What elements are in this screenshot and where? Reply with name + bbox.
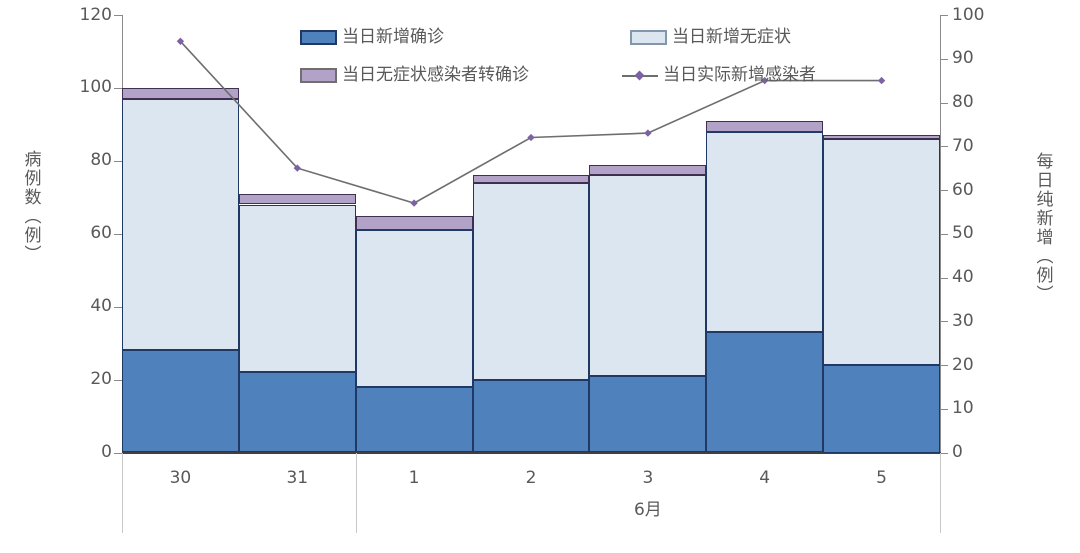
left-tick-60	[114, 233, 122, 235]
left-tick-label-40: 40	[90, 296, 112, 317]
right-tick-label-80: 80	[952, 92, 974, 112]
right-tick-label-50: 50	[952, 223, 974, 244]
legend-item-actual-line: 当日实际新增感染者	[622, 67, 816, 84]
right-tick-label-100: 100	[952, 4, 985, 25]
left-tick-0	[114, 452, 122, 454]
right-tick-70	[940, 146, 948, 148]
bar-segment-s1-3	[589, 175, 707, 376]
left-tick-label-120: 120	[79, 4, 112, 25]
bar-segment-s0-30	[122, 350, 239, 453]
legend-item-asymptomatic: 当日新增无症状	[630, 29, 791, 46]
left-tick-label-60: 60	[90, 223, 112, 244]
legend-label-confirmed: 当日新增确诊	[342, 27, 444, 47]
right-tick-label-30: 30	[952, 310, 974, 331]
legend-label-converted: 当日无症状感染者转确诊	[342, 65, 529, 85]
right-tick-label-90: 90	[952, 48, 974, 69]
trend-line-icon	[622, 68, 658, 83]
x-tick-label-4: 4	[759, 468, 771, 488]
month-group-separator	[355, 452, 357, 533]
right-tick-label-10: 10	[952, 398, 974, 419]
right-tick-label-20: 20	[952, 354, 974, 375]
x-tick-label-30: 30	[169, 468, 192, 488]
right-axis-title: 每日纯新增（例）	[1032, 152, 1053, 304]
converted-swatch-icon	[300, 68, 337, 83]
left-tick-40	[114, 306, 122, 308]
right-tick-label-0: 0	[952, 442, 963, 462]
bar-segment-s0-4	[706, 332, 824, 453]
bar-segment-s0-2	[472, 379, 590, 453]
bar-segment-s1-1	[355, 230, 473, 387]
bar-segment-s0-5	[823, 365, 940, 453]
x-tick-label-31: 31	[286, 468, 309, 488]
left-tick-120	[114, 15, 122, 16]
legend-item-confirmed: 当日新增确诊	[300, 29, 444, 46]
legend-item-converted: 当日无症状感染者转确诊	[300, 67, 529, 84]
x-tick-label-1: 1	[408, 468, 420, 488]
right-tick-80	[940, 102, 948, 104]
right-tick-label-40: 40	[952, 267, 974, 287]
bar-segment-s0-1	[355, 386, 473, 453]
x-tick-label-5: 5	[876, 468, 888, 488]
asymptomatic-swatch-icon	[630, 30, 667, 45]
bar-segment-s0-31	[238, 372, 356, 453]
right-tick-label-70: 70	[952, 135, 974, 156]
left-tick-80	[114, 160, 122, 162]
left-tick-label-20: 20	[90, 369, 112, 390]
right-tick-0	[940, 452, 948, 454]
right-tick-30	[940, 321, 948, 323]
left-tick-label-0: 0	[101, 442, 112, 462]
month-label: 6月	[633, 500, 662, 520]
right-tick-label-60: 60	[952, 179, 974, 200]
month-group-separator	[940, 452, 941, 533]
left-tick-label-80: 80	[90, 150, 112, 171]
x-tick-label-3: 3	[642, 468, 654, 488]
month-group-separator	[122, 452, 123, 533]
bar-segment-s2-1	[355, 215, 473, 231]
right-tick-60	[940, 190, 948, 191]
right-tick-50	[940, 233, 948, 235]
confirmed-swatch-icon	[300, 30, 337, 45]
bar-segment-s1-31	[238, 204, 356, 373]
bar-segment-s1-2	[472, 182, 590, 380]
left-axis-title: 病例数（例）	[20, 150, 41, 264]
x-axis-line	[122, 452, 941, 454]
legend-label-actual: 当日实际新增感染者	[663, 65, 816, 85]
bar-segment-s0-3	[589, 375, 707, 453]
right-tick-90	[940, 58, 948, 60]
right-tick-10	[940, 408, 948, 410]
legend-label-asymptomatic: 当日新增无症状	[672, 27, 791, 47]
right-tick-20	[940, 365, 948, 366]
right-tick-40	[940, 277, 948, 279]
x-tick-label-2: 2	[525, 468, 537, 488]
right-tick-100	[940, 15, 948, 16]
left-tick-20	[114, 379, 122, 381]
left-tick-100	[114, 87, 122, 89]
left-tick-label-100: 100	[79, 77, 112, 98]
